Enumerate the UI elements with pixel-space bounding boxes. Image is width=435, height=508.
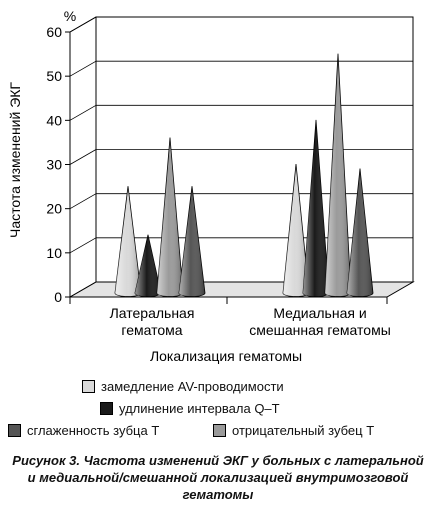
cone — [178, 186, 206, 297]
y-tick-label: 30 — [46, 157, 62, 173]
cone-shading — [325, 53, 351, 297]
y-axis: 0 10 20 30 40 50 60 — [46, 24, 71, 305]
legend-label: удлинение интервала Q–T — [119, 401, 280, 416]
gridline-depth — [69, 281, 97, 298]
legend-label: замедление AV-проводимости — [101, 379, 284, 394]
gridline-depth — [69, 104, 97, 121]
x-tick-label: Медиальная и — [273, 305, 366, 321]
cone-shading — [347, 168, 373, 297]
legend-swatch — [82, 380, 95, 393]
cone — [302, 119, 330, 297]
cone-shading — [135, 234, 161, 297]
cone-shading — [157, 137, 183, 297]
y-tick-label: 60 — [46, 24, 62, 40]
y-tick-label: 20 — [46, 201, 62, 217]
y-tick-label: 50 — [46, 68, 62, 84]
x-tick-label: гематома — [121, 322, 182, 338]
y-tick-label: 10 — [46, 245, 62, 261]
x-tick-label: Латеральная — [110, 305, 195, 321]
cone — [156, 137, 184, 297]
legend-swatch — [213, 424, 226, 437]
gridline-depth — [69, 16, 97, 33]
legend-item: удлинение интервала Q–T — [100, 401, 280, 416]
figure-caption: Рисунок 3. Частота изменений ЭКГ у больн… — [12, 453, 424, 502]
x-axis-title: Локализация гематомы — [150, 348, 302, 364]
legend-label: сглаженность зубца T — [27, 423, 160, 438]
legend-item: замедление AV-проводимости — [82, 379, 284, 394]
cone-series — [114, 53, 374, 297]
y-tick-label: 0 — [54, 289, 62, 305]
x-tick-label: смешанная гематомы — [249, 322, 391, 338]
y-tick-label: 40 — [46, 112, 62, 128]
legend-item: отрицательный зубец T — [213, 423, 374, 438]
gridline-depth — [69, 149, 97, 165]
legend-swatch — [100, 402, 113, 415]
cone — [114, 186, 142, 297]
y-unit-label: % — [64, 8, 76, 24]
y-axis-title: Частота изменений ЭКГ — [7, 82, 23, 238]
cone-shading — [283, 164, 309, 297]
gridline-depth — [69, 193, 97, 210]
legend-swatch — [8, 424, 21, 437]
cone-shading — [115, 186, 141, 297]
legend-label: отрицательный зубец T — [232, 423, 375, 438]
cone-shading — [303, 119, 329, 297]
cone — [346, 168, 374, 297]
gridline-depth — [69, 60, 97, 77]
gridline-depth — [69, 237, 97, 254]
cone — [324, 53, 352, 297]
legend-item: сглаженность зубца T — [8, 423, 159, 438]
cone-shading — [179, 186, 205, 297]
